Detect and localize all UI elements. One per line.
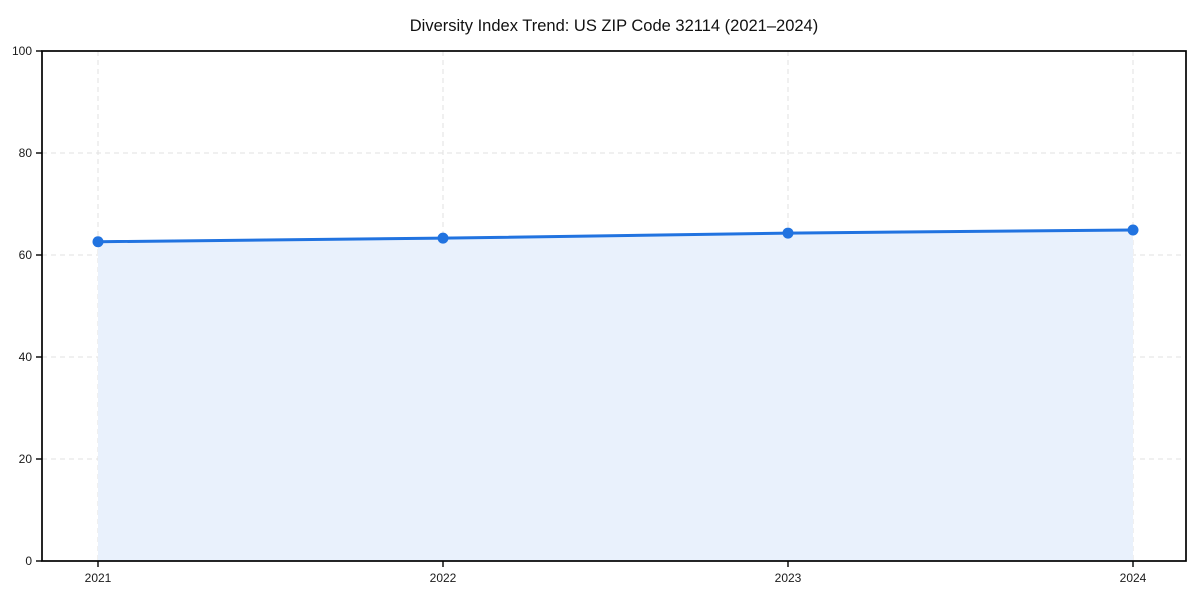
x-tick-label-2023: 2023 (775, 571, 802, 585)
chart-layers: 0 20 40 60 80 100 2021 2022 2023 2024 (12, 44, 1187, 585)
trend-line (96, 228, 1135, 244)
y-tick-label-20: 20 (19, 452, 33, 466)
data-point-2023 (782, 227, 794, 239)
y-tick-label-0: 0 (25, 554, 32, 568)
x-tick-label-2024: 2024 (1120, 571, 1147, 585)
plot-border (41, 50, 1187, 562)
data-point-2022 (437, 232, 449, 244)
y-tick-label-100: 100 (12, 44, 32, 58)
x-tick-label-2021: 2021 (85, 571, 112, 585)
y-tick-label-40: 40 (19, 350, 33, 364)
data-point-2021 (92, 236, 104, 248)
chart-title: Diversity Index Trend: US ZIP Code 32114… (410, 17, 818, 35)
y-tick-label-60: 60 (19, 248, 33, 262)
data-point-2024 (1127, 224, 1139, 236)
x-tick-label-2022: 2022 (430, 571, 457, 585)
y-tick-label-80: 80 (19, 146, 33, 160)
area-fill (98, 230, 1133, 561)
